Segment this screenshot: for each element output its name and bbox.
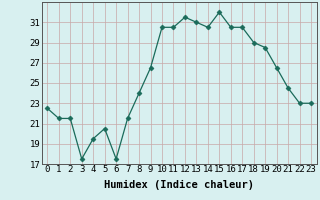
X-axis label: Humidex (Indice chaleur): Humidex (Indice chaleur) [104,180,254,190]
